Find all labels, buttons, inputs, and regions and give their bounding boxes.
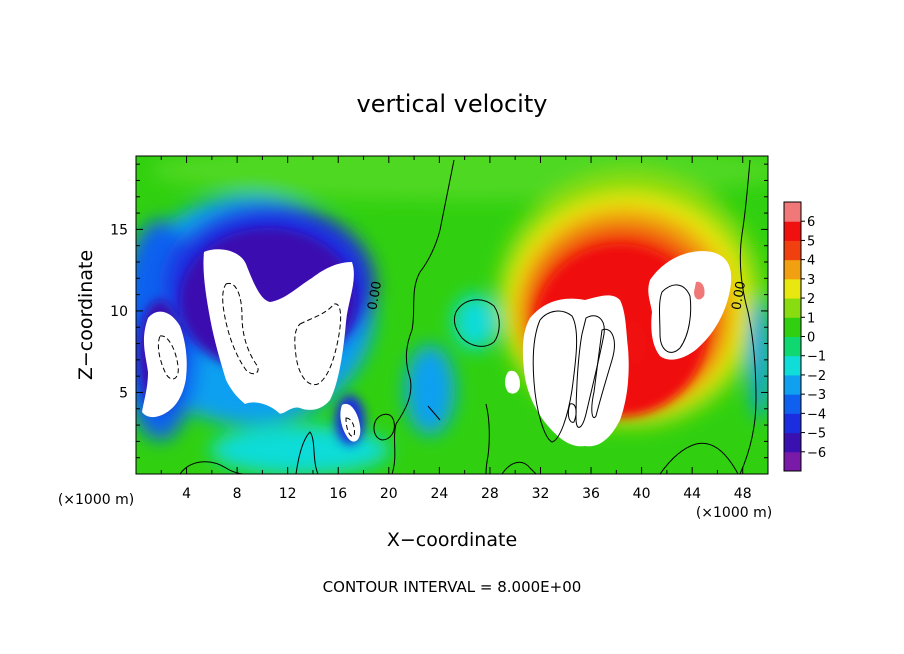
- colorbar-swatch: [784, 394, 801, 414]
- contour-bottom-mid: [295, 431, 319, 474]
- updraft-core-main: [522, 295, 629, 447]
- dashed-contour-4: [345, 417, 355, 437]
- contour-interval-note: CONTOUR INTERVAL = 8.000E+00: [323, 578, 582, 596]
- colorbar-swatch: [784, 278, 801, 299]
- y-tick-label: 10: [110, 304, 128, 320]
- contour-mid-lower: [485, 403, 490, 474]
- colorbar-tick-label: −3: [807, 388, 826, 403]
- y-axis: 5 10 15: [110, 163, 768, 459]
- velocity-field: [136, 156, 768, 474]
- contour-updraft-4: [659, 284, 692, 353]
- colorbar-swatch: [784, 413, 801, 434]
- x-axis: 4 8 12 16 20 24 28 32 36 40 44 48: [160, 156, 752, 502]
- colorbar-tick-label: −4: [807, 407, 826, 422]
- downdraft-core-main: [203, 249, 354, 414]
- contour-loop-small: [373, 413, 395, 441]
- contour-updraft-5: [567, 403, 577, 423]
- x-tick-label: 32: [532, 486, 550, 502]
- colorbar-tick-label: 3: [807, 273, 815, 288]
- x-tick-label: 20: [380, 486, 398, 502]
- contour-updraft-3: [591, 328, 615, 418]
- contour-label-layer: 0.00 0.00: [365, 280, 749, 311]
- plot-frame: [135, 155, 769, 475]
- colorbar-tick-label: 6: [807, 215, 815, 230]
- x-tick-label: 24: [430, 486, 448, 502]
- dashed-contour-2: [294, 303, 342, 386]
- x-unit-right: (×1000 m): [696, 505, 772, 521]
- contour-updraft-1: [532, 310, 578, 443]
- x-tick-label: 28: [481, 486, 499, 502]
- downdraft-core-small: [340, 403, 361, 442]
- updraft-core-upper: [648, 251, 732, 360]
- colorbar: 6 5 4 3 2 1 0 −1 −2 −3 −4 −5 −6: [783, 201, 826, 472]
- contour-loop-mid: [453, 299, 500, 347]
- colorbar-tick-label: −2: [807, 369, 826, 384]
- x-tick-label: 8: [233, 486, 242, 502]
- updraft-core-edge: [505, 370, 520, 394]
- dashed-contour-1: [222, 282, 259, 375]
- y-tick-label: 15: [110, 222, 128, 238]
- y-axis-label: Z−coordinate: [75, 250, 97, 380]
- colorbar-tick-label: −1: [807, 350, 826, 365]
- contour-dash-mid: [427, 405, 441, 421]
- colorbar-swatch: [784, 240, 801, 261]
- colorbar-swatch: [784, 202, 801, 222]
- dashed-contour-3: [157, 335, 179, 380]
- colorbar-swatch: [784, 317, 801, 337]
- zero-contour-left: [391, 159, 455, 474]
- contour-bottom-center: [501, 461, 537, 474]
- colorbar-swatch: [784, 336, 801, 357]
- colorbar-swatch: [784, 259, 801, 280]
- contour-updraft-2: [575, 315, 605, 428]
- x-tick-label: 44: [683, 486, 701, 502]
- colorbar-swatch: [784, 374, 801, 395]
- contour-lines: [179, 159, 757, 474]
- colorbar-tick-label: −5: [807, 427, 826, 442]
- zero-contour-right: [739, 159, 757, 474]
- colorbar-swatch: [784, 221, 801, 241]
- colorbar-tick-label: 1: [807, 311, 815, 326]
- x-tick-label: 48: [734, 486, 752, 502]
- colorbar-swatch: [784, 432, 801, 453]
- colorbar-tick-label: 5: [807, 234, 815, 249]
- y-tick-label: 5: [119, 385, 128, 401]
- colorbar-swatch: [784, 355, 801, 376]
- contour-label: 0.00: [729, 280, 749, 311]
- x-tick-label: 12: [279, 486, 297, 502]
- contour-bottom-right: [659, 442, 739, 474]
- colorbar-tick-label: 2: [807, 292, 815, 307]
- x-tick-label: 36: [582, 486, 600, 502]
- colorbar-tick-label: −6: [807, 446, 826, 461]
- x-axis-label: X−coordinate: [387, 529, 517, 551]
- x-tick-label: 40: [633, 486, 651, 502]
- colorbar-swatch: [784, 298, 801, 318]
- chart-title: vertical velocity: [357, 90, 548, 118]
- colorbar-swatch: [784, 451, 801, 472]
- colorbar-tick-label: 4: [807, 254, 815, 269]
- negative-contours: [157, 282, 355, 437]
- x-tick-label: 16: [329, 486, 347, 502]
- contour-bottom-left: [179, 461, 245, 474]
- x-tick-label: 4: [182, 486, 191, 502]
- contour-label: 0.00: [365, 280, 385, 311]
- colorbar-tick-label: 0: [807, 331, 815, 346]
- x-unit-left: (×1000 m): [58, 492, 134, 508]
- downdraft-core-left: [142, 311, 187, 418]
